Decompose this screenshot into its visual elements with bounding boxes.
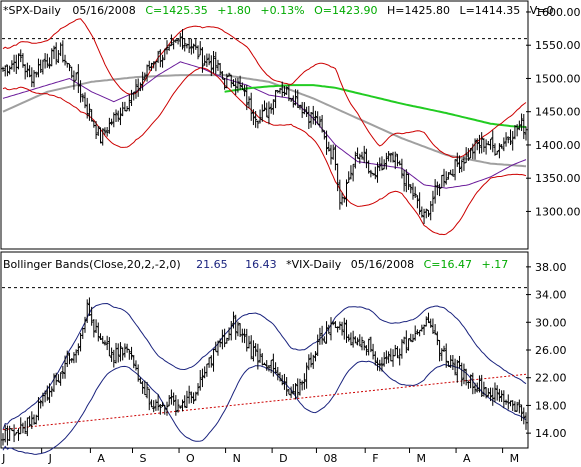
- bb-upper-value: 21.65: [196, 258, 228, 271]
- spx-ma-green-line: [224, 84, 527, 128]
- vix-y-tick-label: 18.00: [535, 399, 567, 412]
- vix-y-tick-label: 34.00: [535, 289, 567, 302]
- spx-y-tick-label: 1350.00: [535, 172, 581, 185]
- spx-ma-gray-line: [2, 74, 527, 168]
- spx-y-tick-label: 1400.00: [535, 139, 581, 152]
- vix-y-tick-label: 38.00: [535, 261, 567, 274]
- vix-change: +.17: [482, 258, 509, 271]
- vix-trend-line: [2, 373, 527, 431]
- spx-bollinger-lower: [2, 67, 527, 236]
- spx-symbol: *SPX-Daily: [3, 4, 61, 17]
- x-tick-label: A: [97, 452, 105, 465]
- x-tick-label: M: [417, 452, 427, 465]
- vix-bollinger-upper: [2, 302, 527, 430]
- x-tick-label: F: [372, 452, 378, 465]
- vix-panel: 38.00 34.00 30.00 26.00 22.00 18.00 14.00: [1, 261, 567, 455]
- spx-y-tick-label: 1300.00: [535, 205, 581, 218]
- spx-open: O=1423.90: [314, 4, 377, 17]
- vix-y-tick-label: 30.00: [535, 316, 567, 329]
- spx-volume: V=0: [530, 4, 554, 17]
- spx-panel: 1600.00 1550.00 1500.00 1450.00 1400.00 1350.…: [1, 6, 581, 236]
- bb-indicator: Bollinger Bands(Close,20,2,-2,0): [3, 258, 181, 271]
- spx-y-tick-label: 1450.00: [535, 106, 581, 119]
- bb-lower-value: 16.43: [245, 258, 277, 271]
- spx-change: +1.80: [217, 4, 251, 17]
- x-tick-label: J: [1, 452, 5, 465]
- vix-close: C=16.47: [424, 258, 472, 271]
- spx-low: L=1414.35: [459, 4, 520, 17]
- spx-bollinger-upper: [2, 18, 527, 158]
- spx-ma-purple-line: [2, 61, 527, 189]
- vix-date: 05/16/2008: [351, 258, 414, 271]
- x-tick-label: D: [279, 452, 287, 465]
- x-tick-label: S: [140, 452, 147, 465]
- spx-date: 05/16/2008: [72, 4, 135, 17]
- vix-header: Bollinger Bands(Close,20,2,-2,0) 21.65 1…: [3, 258, 508, 271]
- spx-y-tick-label: 1500.00: [535, 72, 581, 85]
- spx-y-tick-label: 1600.00: [535, 6, 581, 19]
- vix-symbol: *VIX-Daily: [286, 258, 342, 271]
- x-tick-label: J: [48, 452, 52, 465]
- x-tick-label: O: [186, 452, 195, 465]
- x-tick-label: N: [233, 452, 241, 465]
- top-panel-frame: [0, 0, 529, 250]
- vix-y-tick-label: 22.00: [535, 372, 567, 385]
- spx-close: C=1425.35: [145, 4, 207, 17]
- vix-y-tick-label: 14.00: [535, 427, 567, 440]
- x-tick-label: A: [463, 452, 471, 465]
- vix-y-tick-label: 26.00: [535, 344, 567, 357]
- x-tick-label: 08: [323, 452, 337, 465]
- spx-high: H=1425.80: [387, 4, 450, 17]
- spx-y-tick-label: 1550.00: [535, 39, 581, 52]
- spx-pct: +0.13%: [260, 4, 304, 17]
- spx-header: *SPX-Daily 05/16/2008 C=1425.35 +1.80 +0…: [3, 4, 554, 17]
- x-tick-label: M: [510, 452, 520, 465]
- vix-bollinger-lower: [2, 360, 527, 455]
